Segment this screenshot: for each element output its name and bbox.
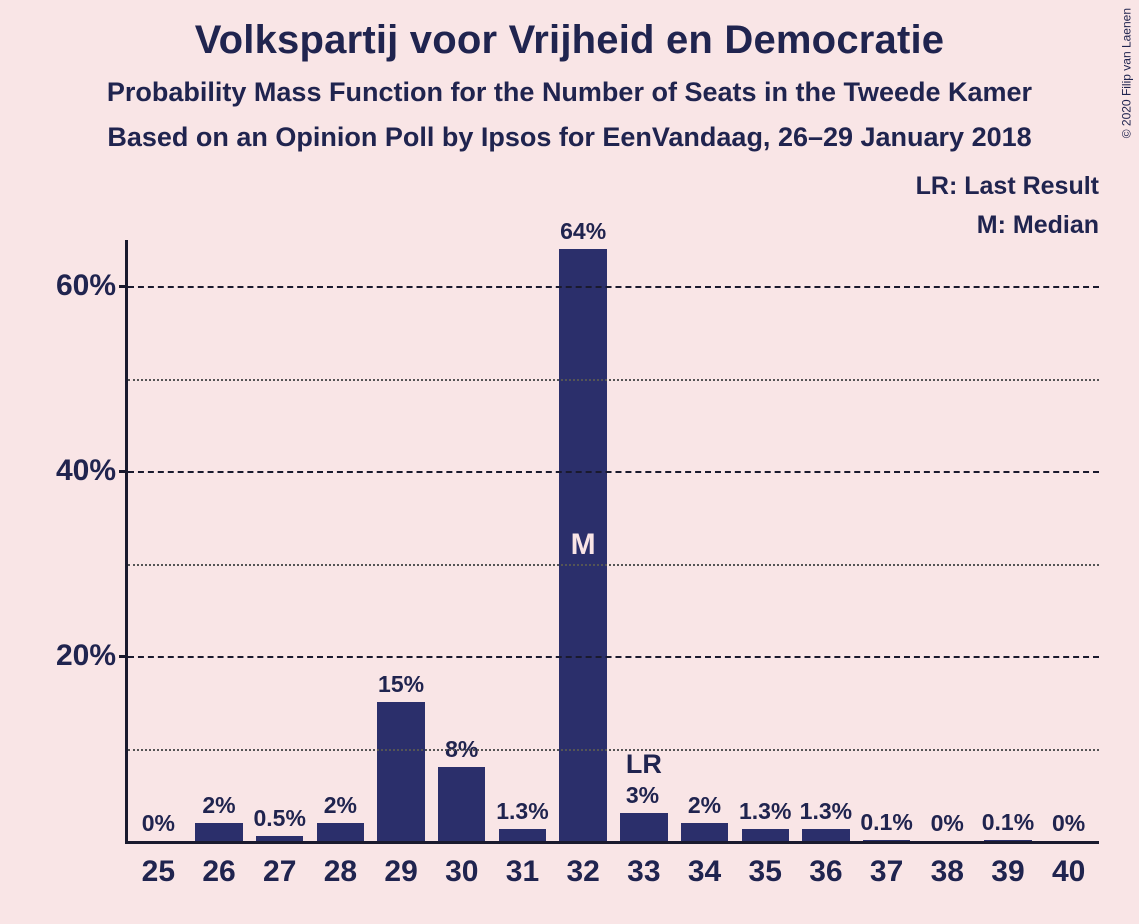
bar: 2% xyxy=(681,823,728,841)
x-tick-label: 27 xyxy=(249,855,310,889)
x-axis-labels: 25262728293031323334353637383940 xyxy=(128,841,1099,889)
plot-region: 0% 2% 0.5% 2% 15% 8% 1.3% 64%M LR3% 2% 1.3% 1.3% 0.1… xyxy=(125,240,1099,844)
x-tick-label: 30 xyxy=(431,855,492,889)
legend-lr: LR: Last Result xyxy=(916,167,1099,206)
title-block: Volkspartij voor Vrijheid en Democratie … xyxy=(0,0,1139,153)
bar-value-label: LR3% xyxy=(626,749,662,809)
bar-slot: 8% xyxy=(431,240,492,841)
bar-slot: 2% xyxy=(674,240,735,841)
x-tick-label: 34 xyxy=(674,855,735,889)
bars-container: 0% 2% 0.5% 2% 15% 8% 1.3% 64%M LR3% 2% 1.3% 1.3% 0.1… xyxy=(128,240,1099,841)
gridline-minor xyxy=(128,564,1099,566)
bar: 15% xyxy=(377,702,424,841)
bar-value-label: 2% xyxy=(202,792,235,819)
bar-slot: 0% xyxy=(917,240,978,841)
x-tick-label: 26 xyxy=(189,855,250,889)
bar-value-label: 2% xyxy=(324,792,357,819)
bar-slot: 1.3% xyxy=(492,240,553,841)
bar: 2% xyxy=(317,823,364,841)
bar-value-label: 15% xyxy=(378,671,424,698)
bar-slot: 15% xyxy=(371,240,432,841)
bar-value-label: 1.3% xyxy=(496,798,548,825)
bar: 1.3% xyxy=(499,829,546,841)
gridline-major xyxy=(128,656,1099,658)
bar-slot: 0.1% xyxy=(856,240,917,841)
x-tick-label: 28 xyxy=(310,855,371,889)
x-tick-label: 32 xyxy=(553,855,614,889)
x-tick-label: 37 xyxy=(856,855,917,889)
copyright-text: © 2020 Filip van Laenen xyxy=(1119,8,1133,138)
bar-value-label: 0.5% xyxy=(253,805,305,832)
chart-title: Volkspartij voor Vrijheid en Democratie xyxy=(0,18,1139,63)
chart-subtitle-2: Based on an Opinion Poll by Ipsos for Ee… xyxy=(0,122,1139,153)
bar-slot: 0.5% xyxy=(249,240,310,841)
bar-value-label: 1.3% xyxy=(739,798,791,825)
bar: 2% xyxy=(195,823,242,841)
y-tick-label: 20% xyxy=(56,639,128,673)
y-tick-mark xyxy=(119,655,128,658)
bar-slot: 2% xyxy=(189,240,250,841)
bar-value-label: 0% xyxy=(931,810,964,837)
bar-value-label: 0.1% xyxy=(982,809,1034,836)
bar-slot: 64%M xyxy=(553,240,614,841)
x-tick-label: 31 xyxy=(492,855,553,889)
bar-value-label: 0% xyxy=(1052,810,1085,837)
median-marker: M xyxy=(571,528,596,562)
x-tick-label: 39 xyxy=(978,855,1039,889)
bar: 8% xyxy=(438,767,485,841)
x-tick-label: 33 xyxy=(614,855,675,889)
bar-slot: LR3% xyxy=(614,240,675,841)
y-tick-label: 60% xyxy=(56,269,128,303)
bar: 1.3% xyxy=(802,829,849,841)
x-tick-label: 25 xyxy=(128,855,189,889)
chart-subtitle-1: Probability Mass Function for the Number… xyxy=(0,77,1139,108)
bar: 64%M xyxy=(559,249,606,841)
x-tick-label: 36 xyxy=(796,855,857,889)
bar-slot: 0% xyxy=(1038,240,1099,841)
bar-slot: 2% xyxy=(310,240,371,841)
bar-slot: 1.3% xyxy=(735,240,796,841)
y-tick-mark xyxy=(119,470,128,473)
bar: 1.3% xyxy=(742,829,789,841)
x-tick-label: 29 xyxy=(371,855,432,889)
x-tick-label: 38 xyxy=(917,855,978,889)
x-tick-label: 40 xyxy=(1038,855,1099,889)
y-tick-label: 40% xyxy=(56,454,128,488)
bar-slot: 1.3% xyxy=(796,240,857,841)
bar-value-label: 2% xyxy=(688,792,721,819)
legend: LR: Last Result M: Median xyxy=(916,167,1099,245)
bar-value-label: 1.3% xyxy=(800,798,852,825)
gridline-minor xyxy=(128,379,1099,381)
bar-value-label: 0.1% xyxy=(860,809,912,836)
legend-m: M: Median xyxy=(916,206,1099,245)
bar-slot: 0.1% xyxy=(978,240,1039,841)
bar-value-label: 0% xyxy=(142,810,175,837)
gridline-major xyxy=(128,286,1099,288)
y-tick-mark xyxy=(119,285,128,288)
gridline-minor xyxy=(128,749,1099,751)
bar: LR3% xyxy=(620,813,667,841)
bar-slot: 0% xyxy=(128,240,189,841)
x-tick-label: 35 xyxy=(735,855,796,889)
gridline-major xyxy=(128,471,1099,473)
chart-area: LR: Last Result M: Median 0% 2% 0.5% 2% 15% 8… xyxy=(50,170,1109,904)
bar-value-label: 64% xyxy=(560,218,606,245)
